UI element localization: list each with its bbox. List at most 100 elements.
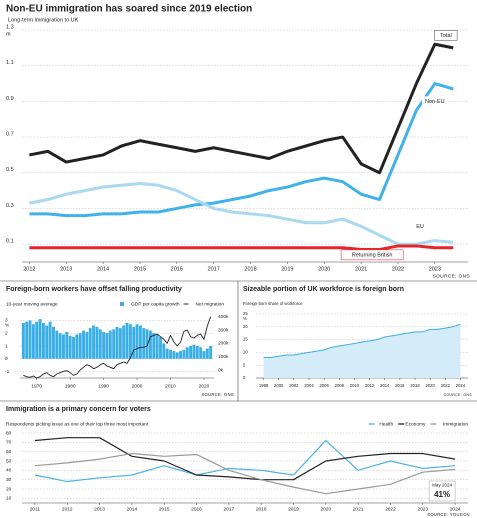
- x-tick-label: 1990: [98, 383, 109, 389]
- chart-subtitle: Respondents picking issue as one of thei…: [6, 421, 149, 427]
- bar: [149, 330, 152, 359]
- x-tick-label: 2022: [392, 266, 404, 272]
- bar: [152, 333, 156, 359]
- bar: [122, 325, 126, 359]
- line: [34, 452, 456, 495]
- x-tick-label: 2017: [224, 506, 235, 512]
- bar: [102, 331, 106, 359]
- y-tick-label: 60: [6, 449, 12, 455]
- bar: [82, 330, 85, 359]
- x-tick-label: 2024: [450, 506, 461, 512]
- source: SOURCE: ONS: [432, 273, 470, 279]
- y2-tick-label: 200k: [218, 341, 229, 347]
- bar: [128, 324, 132, 359]
- bar: [48, 321, 52, 359]
- y-tick-label: 50: [6, 458, 12, 464]
- x-tick-label: 2018: [244, 266, 256, 272]
- chart-title: Immigration is a primary concern for vot…: [6, 406, 151, 413]
- bar: [138, 325, 142, 359]
- x-tick-label: 2023: [429, 266, 441, 272]
- line: [34, 437, 456, 481]
- x-tick-label: 2019: [288, 506, 299, 512]
- y-tick-label: 0.1: [6, 239, 14, 245]
- annotation: May 2024: [432, 483, 452, 488]
- line: [29, 82, 454, 218]
- line: [29, 181, 454, 246]
- y-tick-label: 80: [6, 430, 12, 436]
- x-tick-label: 2024: [456, 383, 466, 388]
- legend-label: GDP per capita growth: [131, 301, 180, 307]
- series-label: Returning British: [352, 252, 393, 258]
- x-tick-label: 2017: [208, 266, 220, 272]
- series-label: EU: [416, 224, 424, 230]
- y-unit: %: [243, 316, 247, 321]
- x-tick-label: 2016: [171, 266, 183, 272]
- bar: [92, 325, 96, 359]
- bar: [189, 346, 193, 359]
- y2-tick-label: 400k: [218, 314, 229, 320]
- x-tick-label: 2010: [165, 383, 176, 389]
- bar: [75, 334, 79, 359]
- line: [23, 316, 212, 379]
- chart-subtitle: Foreign-born share of workforce: [243, 301, 303, 306]
- bar: [159, 337, 162, 359]
- y2-tick-label: 100k: [218, 354, 229, 360]
- legend-swatch: [120, 302, 124, 306]
- bar: [179, 351, 182, 359]
- area: [263, 324, 461, 378]
- bar: [108, 330, 112, 359]
- y-tick-label: 1.3: [6, 24, 14, 30]
- x-tick-label: 2018: [256, 506, 267, 512]
- legend-label: Net migration: [195, 301, 224, 307]
- x-tick-label: 1998: [259, 383, 269, 388]
- x-tick-label: 2013: [60, 266, 72, 272]
- y-unit: m: [6, 31, 11, 37]
- x-tick-label: 2021: [355, 266, 367, 272]
- chart-title: Sizeable portion of UK workforce is fore…: [243, 286, 404, 293]
- x-tick-label: 2020: [199, 383, 210, 389]
- y-tick-label: -1: [5, 369, 10, 375]
- bar: [78, 333, 82, 359]
- y-tick-label: 10: [6, 496, 12, 502]
- x-tick-label: 2000: [132, 383, 143, 389]
- y-tick-label: 15: [243, 337, 248, 342]
- y2-tick-label: 0k: [218, 367, 224, 373]
- bar: [115, 326, 119, 359]
- y-tick-label: 0: [5, 356, 8, 362]
- x-tick-label: 2020: [320, 506, 331, 512]
- x-tick-label: 2018: [410, 383, 420, 388]
- x-tick-label: 2016: [191, 506, 202, 512]
- x-tick-label: 1980: [65, 383, 76, 389]
- bar: [105, 333, 109, 359]
- x-tick-label: 2013: [94, 506, 105, 512]
- y-tick-label: 20: [243, 324, 248, 329]
- bar: [38, 319, 42, 359]
- x-tick-label: 2014: [97, 266, 109, 272]
- bar: [199, 347, 203, 359]
- bar: [35, 321, 39, 359]
- legend-label: Immigration: [443, 421, 468, 427]
- y-tick-label: 0.9: [6, 96, 14, 102]
- x-tick-label: 2002: [289, 383, 299, 388]
- bar: [21, 322, 25, 359]
- bar: [88, 328, 92, 359]
- source: SOURCE: ONS: [201, 392, 234, 397]
- bar: [52, 326, 55, 359]
- bar: [202, 351, 206, 359]
- y-tick-label: 40: [6, 468, 12, 474]
- y2-tick-label: 300k: [218, 327, 229, 333]
- bar: [145, 329, 149, 359]
- x-tick-label: 2023: [417, 506, 428, 512]
- bar: [72, 337, 75, 359]
- bar: [172, 351, 176, 359]
- bar: [155, 334, 159, 359]
- bar: [28, 320, 32, 359]
- y-tick-label: 1: [5, 343, 8, 349]
- bar: [45, 325, 49, 359]
- bar: [175, 352, 179, 359]
- bar: [25, 321, 29, 359]
- y-tick-label: 10: [243, 350, 248, 355]
- line: [29, 244, 454, 252]
- x-tick-label: 2008: [335, 383, 345, 388]
- bar: [58, 333, 62, 359]
